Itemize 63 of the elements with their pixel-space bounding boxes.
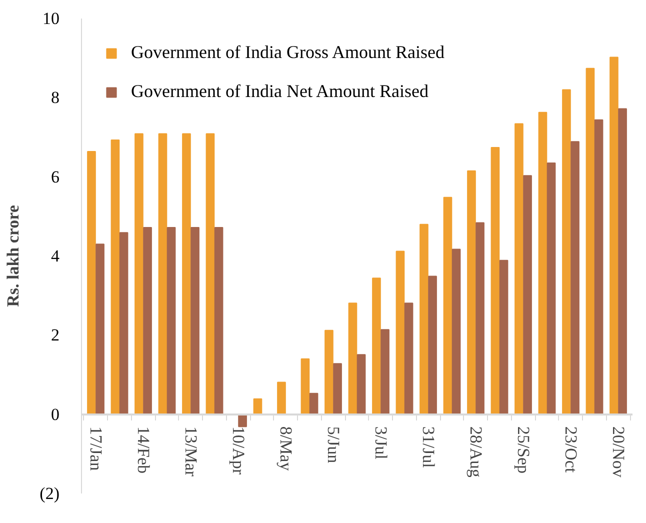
y-tick-label: 6 xyxy=(51,167,60,186)
bar xyxy=(476,222,484,415)
x-tick-label: 20/Nov xyxy=(608,426,628,478)
bar xyxy=(514,123,524,415)
x-tick-label: 17/Jan xyxy=(86,426,106,472)
bar xyxy=(214,227,224,415)
bar xyxy=(396,250,405,415)
y-tick-label: 8 xyxy=(51,88,60,108)
bar xyxy=(96,244,104,415)
x-tick-label: 31/Jul xyxy=(418,426,438,468)
bar xyxy=(428,276,437,415)
bar xyxy=(610,56,618,415)
bar xyxy=(190,227,200,415)
y-tick-label: 2 xyxy=(51,326,60,345)
x-tick-label: 8/May xyxy=(276,426,296,472)
bar xyxy=(372,278,381,415)
bar xyxy=(182,133,191,415)
bar xyxy=(420,224,428,415)
bar xyxy=(562,89,571,415)
y-axis-title: Rs. lakh crore xyxy=(4,204,23,307)
bar xyxy=(348,302,358,415)
bar xyxy=(404,302,414,415)
x-tick-label: 25/Sep xyxy=(514,426,533,474)
bar xyxy=(467,170,476,415)
bar xyxy=(119,232,128,415)
bar xyxy=(443,196,452,415)
y-tick-label: (2) xyxy=(40,484,60,503)
bar xyxy=(277,382,286,415)
bar xyxy=(618,108,627,415)
bar xyxy=(490,147,500,415)
bar xyxy=(380,329,390,415)
y-tick-label: 4 xyxy=(51,246,60,266)
bar xyxy=(452,248,461,415)
bar xyxy=(523,175,532,415)
bar xyxy=(499,260,508,415)
x-tick-label: 5/Jun xyxy=(324,426,343,464)
bar xyxy=(594,119,604,415)
y-tick-label: 10 xyxy=(42,9,60,28)
bar xyxy=(309,392,318,415)
bar xyxy=(324,330,334,415)
bar xyxy=(166,227,176,415)
bar xyxy=(206,133,215,415)
legend-label: Government of India Gross Amount Raised xyxy=(131,42,444,63)
bar xyxy=(87,151,96,415)
bar xyxy=(356,354,366,415)
x-tick-label: 14/Feb xyxy=(134,426,153,474)
bar xyxy=(134,133,144,415)
bar xyxy=(538,112,548,415)
x-tick-label: 10/Apr xyxy=(228,426,248,475)
bar xyxy=(300,358,310,415)
x-tick-label: 23/Oct xyxy=(561,426,580,473)
bar xyxy=(333,363,342,415)
bar xyxy=(143,227,152,415)
bar xyxy=(110,140,120,415)
bar xyxy=(546,162,556,415)
bar xyxy=(158,133,168,415)
y-tick-label: 0 xyxy=(51,404,60,424)
bar xyxy=(570,141,580,415)
x-tick-label: 28/Aug xyxy=(466,426,486,478)
bar xyxy=(586,68,595,415)
legend-label: Government of India Net Amount Raised xyxy=(131,81,428,102)
x-tick-label: 3/Jul xyxy=(371,426,390,460)
x-tick-label: 13/Mar xyxy=(181,426,200,477)
